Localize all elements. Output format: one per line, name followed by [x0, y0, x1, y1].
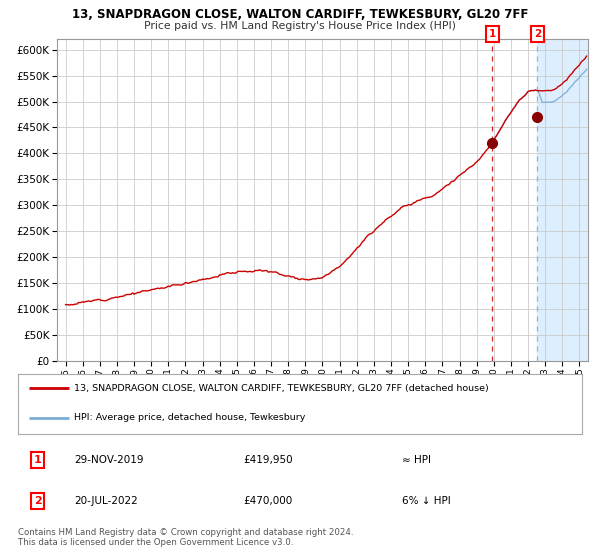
- Text: 1: 1: [34, 455, 41, 465]
- Text: £470,000: £470,000: [244, 496, 293, 506]
- Text: HPI: Average price, detached house, Tewkesbury: HPI: Average price, detached house, Tewk…: [74, 413, 306, 422]
- Text: Price paid vs. HM Land Registry's House Price Index (HPI): Price paid vs. HM Land Registry's House …: [144, 21, 456, 31]
- Text: 2: 2: [534, 29, 541, 39]
- Text: 2: 2: [34, 496, 41, 506]
- Text: £419,950: £419,950: [244, 455, 293, 465]
- Text: 20-JUL-2022: 20-JUL-2022: [74, 496, 138, 506]
- Text: Contains HM Land Registry data © Crown copyright and database right 2024.: Contains HM Land Registry data © Crown c…: [18, 528, 353, 536]
- Text: 13, SNAPDRAGON CLOSE, WALTON CARDIFF, TEWKESBURY, GL20 7FF (detached house): 13, SNAPDRAGON CLOSE, WALTON CARDIFF, TE…: [74, 384, 489, 393]
- Text: This data is licensed under the Open Government Licence v3.0.: This data is licensed under the Open Gov…: [18, 538, 293, 547]
- Text: ≈ HPI: ≈ HPI: [401, 455, 431, 465]
- Text: 13, SNAPDRAGON CLOSE, WALTON CARDIFF, TEWKESBURY, GL20 7FF: 13, SNAPDRAGON CLOSE, WALTON CARDIFF, TE…: [72, 8, 528, 21]
- Text: 6% ↓ HPI: 6% ↓ HPI: [401, 496, 450, 506]
- Text: 29-NOV-2019: 29-NOV-2019: [74, 455, 144, 465]
- Bar: [538, 39, 588, 361]
- Text: 1: 1: [488, 29, 496, 39]
